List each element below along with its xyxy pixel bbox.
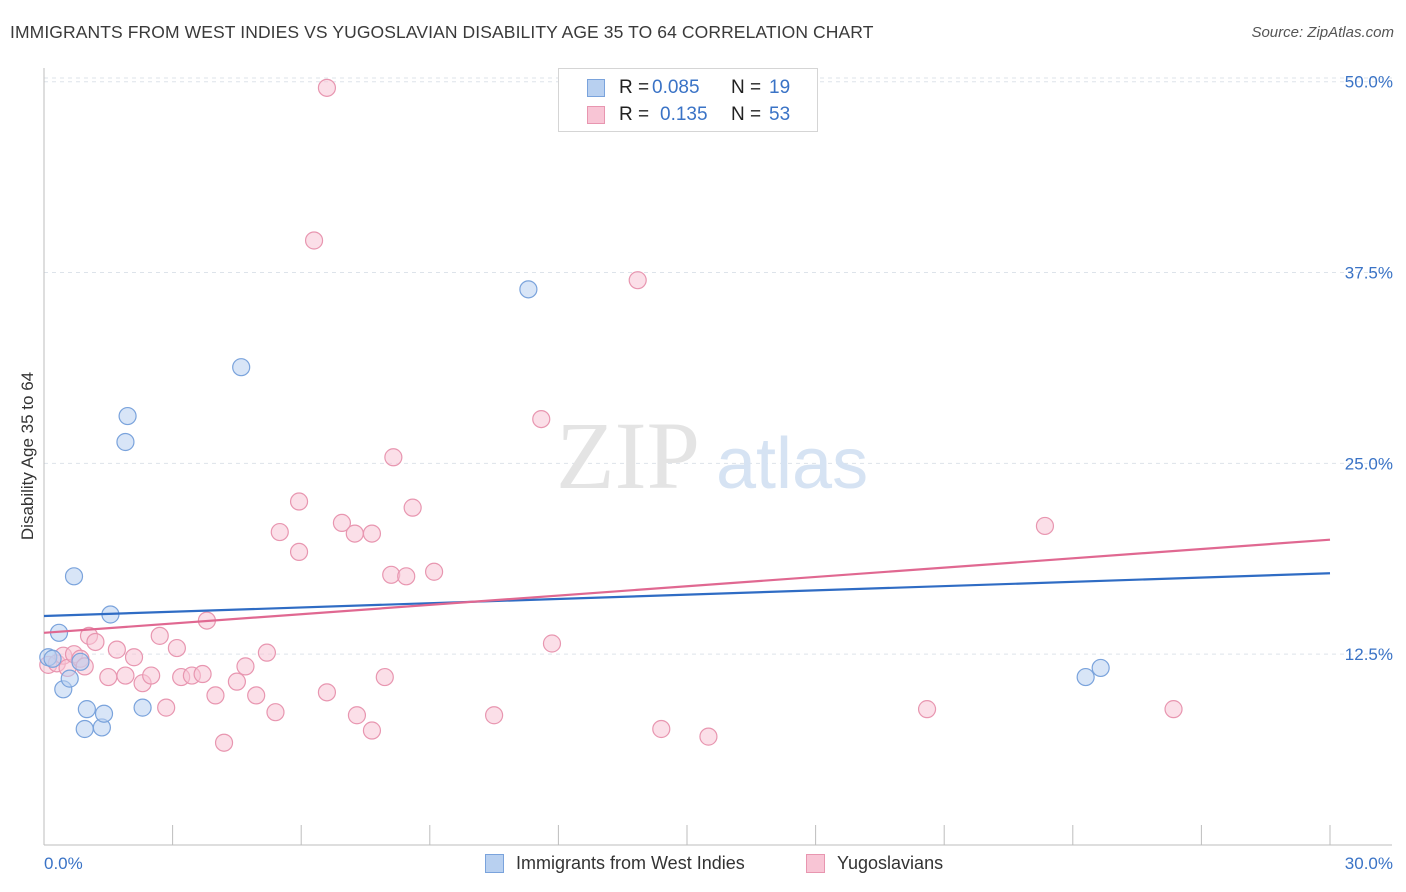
correlation-legend: R = 0.085 N = 19 R = 0.135 N = 53 (558, 68, 818, 132)
point-west-indies (75, 719, 94, 739)
legend-n-value: 19 (769, 77, 791, 98)
point-yugoslavian (345, 524, 364, 543)
legend-r-value: 0.135 (660, 104, 708, 125)
point-yugoslavian (289, 492, 309, 511)
point-west-indies (232, 358, 251, 377)
point-yugoslavian (917, 700, 937, 719)
point-yugoslavian (628, 271, 647, 290)
point-yugoslavian (384, 448, 403, 467)
legend-swatch-yugoslavians (587, 106, 605, 124)
y-tick-label: 25.0% (1345, 454, 1393, 473)
legend-n-value: 53 (769, 104, 791, 125)
point-yugoslavian (1035, 516, 1055, 536)
y-tick-label: 12.5% (1345, 645, 1393, 664)
series-label-west-indies: Immigrants from West Indies (516, 853, 745, 873)
point-west-indies (64, 567, 84, 586)
point-west-indies (43, 649, 62, 668)
trend-line-west-indies (43, 572, 1331, 618)
tick-label-layer: 12.5% 25.0% 37.5% 50.0% 0.0% 30.0% (44, 73, 1393, 873)
point-yugoslavian (214, 733, 234, 752)
point-yugoslavian (289, 542, 309, 562)
point-yugoslavian (397, 567, 416, 586)
point-yugoslavian (362, 721, 382, 740)
point-yugoslavian (332, 513, 352, 533)
point-yugoslavian (124, 648, 144, 667)
point-west-indies (116, 432, 135, 452)
watermark-zip: ZIP (556, 402, 700, 509)
point-yugoslavian (193, 664, 212, 684)
point-yugoslavian (424, 562, 444, 581)
y-tick-label: 37.5% (1345, 264, 1393, 283)
point-yugoslavian (157, 698, 176, 717)
point-yugoslavian (317, 78, 337, 97)
point-yugoslavian (247, 686, 266, 705)
point-yugoslavian (542, 634, 562, 653)
point-west-indies (77, 700, 96, 719)
point-yugoslavian (206, 686, 225, 705)
point-yugoslavian (142, 666, 161, 685)
point-yugoslavian (266, 703, 285, 722)
point-yugoslavian (99, 667, 118, 687)
point-yugoslavian (382, 565, 401, 584)
point-west-indies (71, 652, 90, 671)
trend-line-yugoslavian (43, 538, 1331, 634)
point-yugoslavian (227, 672, 246, 691)
point-yugoslavian (699, 727, 718, 746)
point-yugoslavian (485, 706, 504, 725)
legend-r-label: R = (619, 104, 650, 125)
point-yugoslavian (236, 657, 255, 676)
point-yugoslavian (167, 638, 186, 658)
point-yugoslavian (257, 643, 277, 662)
point-yugoslavian (652, 719, 671, 739)
chart-title: IMMIGRANTS FROM WEST INDIES VS YUGOSLAVI… (10, 22, 874, 42)
points-layer (39, 78, 1183, 752)
series-swatch-west-indies (485, 854, 504, 873)
legend-row-yugoslavians: R = 0.135 N = 53 (559, 102, 817, 128)
legend-r-label: R = (619, 77, 650, 98)
series-swatch-yugoslavians (806, 854, 825, 873)
point-yugoslavian (347, 706, 367, 725)
source-label: Source: ZipAtlas.com (1251, 24, 1394, 41)
legend-swatch-west-indies (587, 79, 605, 97)
point-west-indies (118, 406, 137, 426)
legend-r-value: 0.085 (652, 77, 700, 98)
point-yugoslavian (270, 522, 289, 542)
point-west-indies (94, 704, 114, 723)
series-label-yugoslavians: Yugoslavians (837, 853, 944, 873)
y-tick-label: 50.0% (1345, 73, 1393, 92)
point-yugoslavian (362, 524, 382, 543)
point-yugoslavian (1164, 700, 1183, 719)
legend-row-west-indies: R = 0.085 N = 19 (559, 75, 817, 101)
point-yugoslavian (107, 640, 126, 659)
x-tick-label: 0.0% (44, 854, 83, 873)
legend-n-label: N = (731, 77, 762, 98)
trend-layer (43, 538, 1331, 634)
point-yugoslavian (317, 683, 337, 702)
y-axis-label: Disability Age 35 to 64 (18, 371, 37, 541)
watermark-atlas: atlas (716, 424, 868, 504)
point-west-indies (1091, 658, 1110, 678)
point-yugoslavian (86, 632, 105, 652)
point-yugoslavian (532, 409, 551, 429)
point-west-indies (60, 669, 79, 688)
point-yugoslavian (375, 667, 394, 687)
legend-n-label: N = (731, 104, 762, 125)
point-yugoslavian (403, 498, 422, 517)
point-yugoslavian (150, 626, 169, 645)
point-west-indies (1076, 667, 1095, 687)
x-tick-label: 30.0% (1345, 854, 1393, 873)
point-west-indies (519, 280, 538, 299)
point-west-indies (133, 698, 152, 717)
point-yugoslavian (116, 666, 135, 685)
point-yugoslavian (304, 231, 324, 250)
axis-layer (43, 68, 1392, 846)
